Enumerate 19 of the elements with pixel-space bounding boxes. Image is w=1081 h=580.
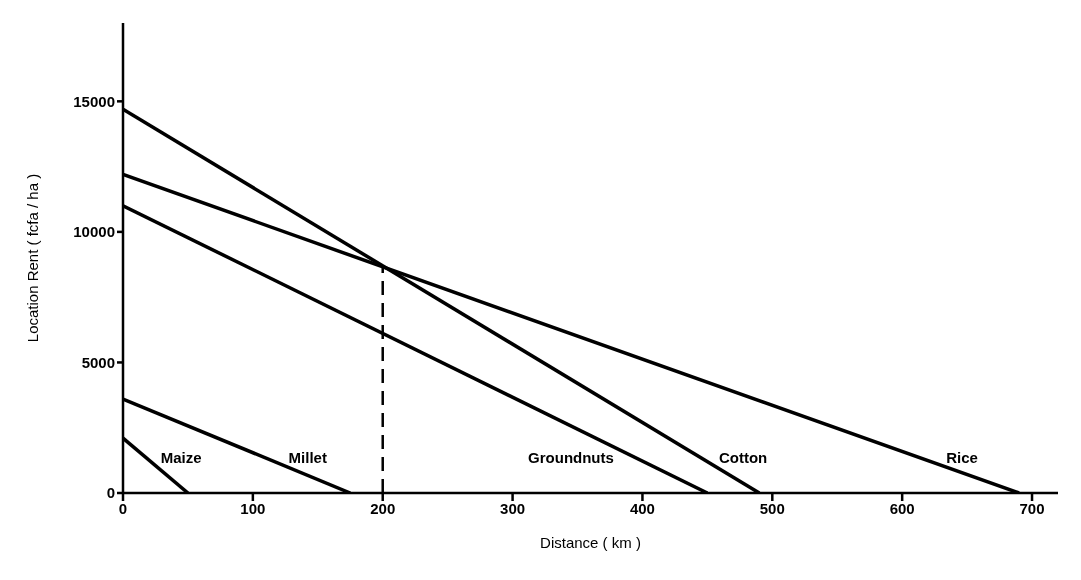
y-tick-label: 0	[106, 484, 115, 502]
x-tick-label: 400	[629, 499, 655, 517]
series-label: Cotton	[718, 449, 768, 466]
x-tick-label: 500	[759, 499, 785, 517]
x-tick-label: 100	[240, 499, 266, 517]
y-tick-label: 5000	[81, 353, 115, 371]
y-axis-title: Location Rent ( fcfa / ha )	[24, 173, 42, 343]
series-label: Groundnuts	[528, 449, 614, 466]
x-tick-label: 600	[889, 499, 915, 517]
x-tick-label: 300	[500, 499, 526, 517]
x-tick-label: 200	[370, 499, 396, 517]
y-tick-label: 10000	[73, 223, 115, 241]
x-tick-label: 700	[1019, 499, 1045, 517]
series-label: Millet	[288, 449, 327, 466]
y-tick-label: 15000	[73, 92, 115, 110]
x-axis-title: Distance ( km )	[540, 534, 641, 551]
series-label: Rice	[946, 449, 978, 466]
series-label: Maize	[160, 449, 202, 466]
x-tick-label: 0	[118, 499, 128, 517]
